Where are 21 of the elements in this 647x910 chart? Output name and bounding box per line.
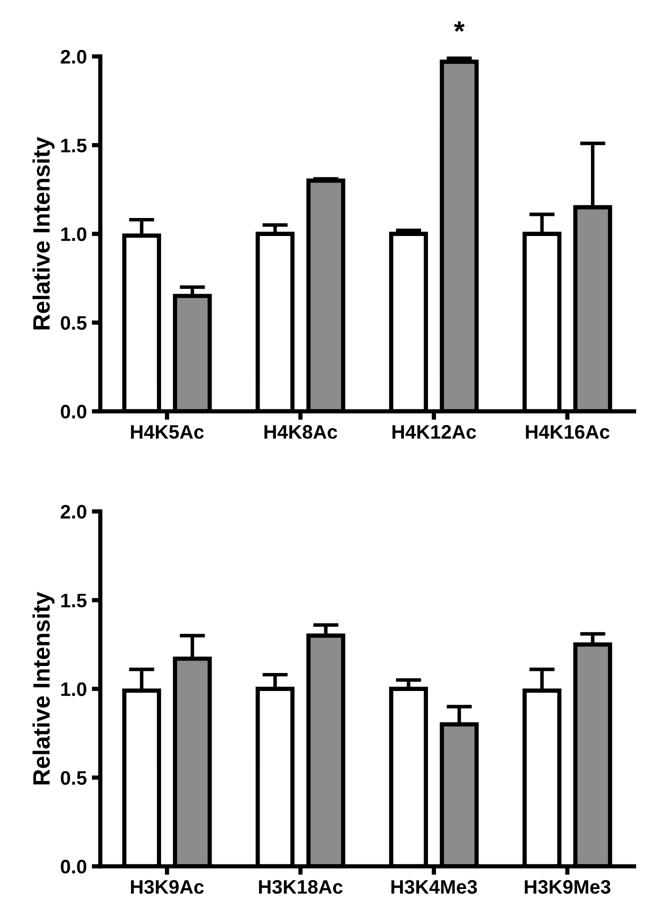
y-tick-label: 2.0 [60, 50, 86, 64]
y-tick-label: 0.5 [60, 771, 87, 785]
text: * [454, 21, 465, 32]
y-tick-label: 1.0 [61, 227, 86, 242]
y-tick-label: 0.5 [60, 316, 87, 330]
y-tick-label: 0.0 [60, 860, 86, 874]
x-tick-label: H3K4Me3 [391, 880, 477, 894]
y-tick-label: 1.0 [61, 682, 86, 696]
x-tick-label: H3K9Me3 [524, 880, 610, 894]
x-tick-label: H4K8Ac [264, 425, 338, 439]
x-tick-label: H3K18Ac [259, 880, 343, 894]
x-tick-label: H4K5Ac [131, 425, 204, 439]
y-tick-label: 1.5 [61, 138, 87, 152]
y-tick-label: 2.0 [60, 504, 86, 519]
x-tick-label: H4K16Ac [526, 425, 610, 439]
x-tick-label: H4K12Ac [392, 425, 476, 439]
y-axis-title: Relative Intensity [32, 136, 55, 330]
y-axis-title: Relative Intensity [32, 592, 55, 784]
x-tick-label: H3K9Ac [131, 880, 204, 894]
y-tick-label: 1.5 [61, 594, 87, 608]
y-tick-label: 0.0 [60, 404, 86, 419]
